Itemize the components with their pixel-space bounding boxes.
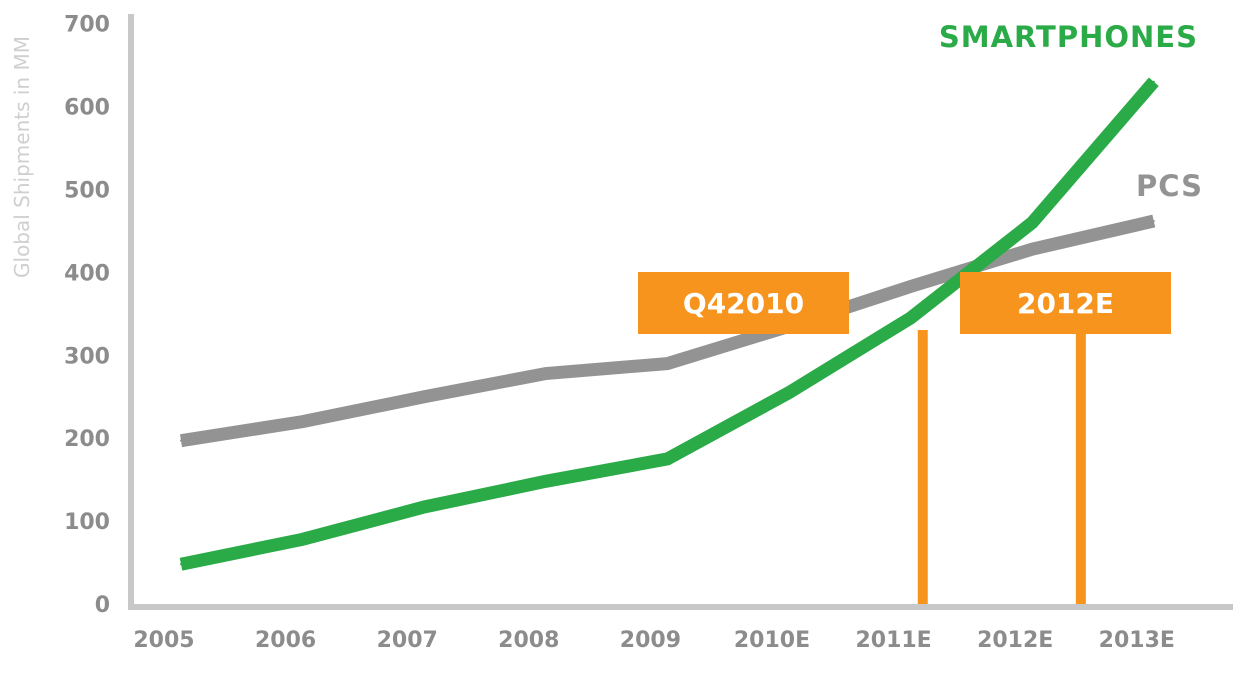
data-point [180, 439, 182, 442]
x-tick-label: 2006 [255, 628, 316, 653]
y-axis-ticks: 0 100 200 300 400 500 600 700 [64, 13, 110, 618]
y-tick-label: 600 [64, 96, 110, 121]
y-tick-label: 700 [64, 13, 110, 38]
annotation-marker [1075, 330, 1086, 607]
annotation-label: Q42010 [683, 287, 804, 320]
x-axis-ticks: 2005 2006 2007 2008 2009 2010E 2011E 2012E 2013E [133, 628, 1175, 653]
series-lines [179, 77, 1159, 571]
data-point [666, 457, 669, 460]
series-label-smartphones: SMARTPHONES [939, 20, 1198, 54]
x-tick-label: 2008 [498, 628, 559, 653]
y-tick-label: 500 [64, 179, 110, 204]
data-point [423, 395, 426, 398]
y-tick-label: 100 [64, 510, 110, 535]
annotations: Q42010 2012E [638, 272, 1171, 607]
data-point [544, 480, 547, 483]
data-point [909, 285, 912, 288]
x-tick-label: 2011E [855, 628, 931, 653]
x-tick-label: 2010E [734, 628, 810, 653]
data-point [1031, 221, 1034, 224]
data-point [301, 420, 304, 423]
annotation-box [960, 272, 1171, 334]
x-tick-label: 2005 [133, 628, 194, 653]
y-tick-label: 400 [64, 261, 110, 286]
data-point [423, 506, 426, 509]
data-point [301, 538, 304, 541]
data-point [180, 563, 182, 566]
annotation-label: 2012E [1017, 287, 1114, 320]
data-point [666, 362, 669, 365]
data-point [544, 372, 547, 375]
series-label-pcs: PCS [1136, 169, 1203, 203]
data-point [788, 391, 790, 394]
y-tick-label: 300 [64, 344, 110, 369]
x-tick-label: 2013E [1099, 628, 1175, 653]
x-tick-label: 2012E [977, 628, 1053, 653]
data-point [1152, 80, 1155, 83]
y-tick-label: 200 [64, 427, 110, 452]
annotation-marker [917, 330, 928, 607]
x-tick-label: 2009 [620, 628, 681, 653]
x-tick-label: 2007 [377, 628, 438, 653]
series-labels: SMARTPHONES PCS [939, 20, 1203, 203]
y-axis-label: Global Shipments in MM [10, 36, 34, 278]
data-point [909, 316, 912, 319]
data-point [1152, 220, 1155, 223]
y-tick-label: 0 [95, 593, 110, 618]
annotation-box [638, 272, 849, 334]
data-point [1031, 248, 1034, 251]
